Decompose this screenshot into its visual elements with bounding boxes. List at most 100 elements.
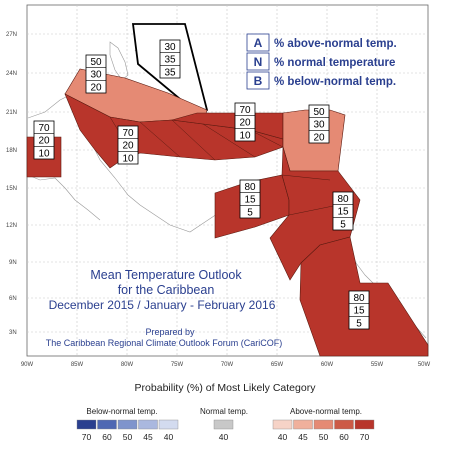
legend-swatch-value: 40 [278,432,288,442]
key-letter: B [254,74,263,88]
prob-normal: 20 [122,141,134,152]
legend-swatch [354,419,375,430]
legend-group-above-label: Above-normal temp. [290,407,362,416]
prob-above: 70 [239,105,251,116]
prob-above: 80 [244,182,256,193]
prob-box-leewards: 50 30 20 [308,104,330,144]
prob-normal: 20 [239,118,251,129]
prob-box-central: 70 20 10 [117,125,139,165]
legend-swatch-value: 45 [143,432,153,442]
key-text: % above-normal temp. [274,38,397,50]
legend-swatch-value: 45 [298,432,308,442]
legend-group-normal-label: Normal temp. [200,407,248,416]
prob-above: 50 [90,57,102,68]
lat-label-3: 3N [9,330,17,336]
prob-normal: 15 [353,306,365,317]
legend-title: Probability (%) of Most Likely Category [135,382,317,394]
prob-below: 5 [247,207,253,218]
legend-swatch [76,419,97,430]
key-row-above: A % above-normal temp. [246,33,397,52]
florida-coast [109,41,129,81]
lat-label-6: 6N [9,296,17,302]
prob-box-hispaniola-pr: 70 20 10 [234,102,256,142]
prob-box-belize: 70 20 10 [33,120,55,160]
prob-normal: 30 [313,120,325,131]
key-row-normal: N % normal temperature [246,52,395,71]
lon-label-50: 50W [418,362,431,368]
prob-below: 35 [164,67,176,78]
legend-swatch-value: 40 [219,432,229,442]
lat-axis-labels: 27N 24N 21N 18N 15N 12N 9N 6N 3N [6,32,17,336]
prob-normal: 35 [164,55,176,66]
legend-swatches-normal: 40 [213,419,234,442]
central-america-coast [27,174,101,221]
legend-swatches-below: 70 60 50 45 40 [76,419,179,442]
legend-swatch [334,419,354,430]
prob-above: 80 [337,194,349,205]
lat-label-18: 18N [6,148,17,154]
prob-below: 20 [313,132,325,143]
prob-below: 10 [122,153,134,164]
lat-label-9: 9N [9,260,17,266]
legend-swatch [213,419,234,430]
legend-swatch [97,419,117,430]
legend-swatch [158,419,179,430]
legend-swatch-value: 50 [319,432,329,442]
prob-above: 70 [38,123,50,134]
credit-line-1: Prepared by [145,327,195,337]
key-letter: N [254,55,263,69]
lon-axis-labels: 90W 85W 80W 75W 70W 65W 60W 55W 50W [21,362,431,368]
credit-line-2: The Caribbean Regional Climate Outlook F… [46,338,283,348]
title-line-3: December 2015 / January - February 2016 [49,298,276,312]
prob-box-sw-caribbean: 80 15 5 [239,179,261,219]
legend-swatch [117,419,138,430]
title-line-1: Mean Temperature Outlook [90,268,242,282]
map-title: Mean Temperature Outlook for the Caribbe… [46,268,283,348]
lat-label-24: 24N [6,71,17,77]
lon-label-65: 65W [271,362,284,368]
prob-below: 20 [90,82,102,93]
region-subdivision-lines-east [281,174,339,216]
lat-label-15: 15N [6,186,17,192]
prob-above: 70 [122,128,134,139]
category-key: A % above-normal temp. N % normal temper… [246,33,397,90]
title-line-2: for the Caribbean [118,283,215,297]
legend-swatch [272,419,293,430]
legend-swatches-above: 40 45 50 60 70 [272,419,375,442]
prob-normal: 15 [337,207,349,218]
legend-swatch [313,419,334,430]
prob-box-windwards: 80 15 5 [332,191,354,231]
prob-below: 5 [356,318,362,329]
lon-label-85: 85W [71,362,84,368]
lon-label-60: 60W [321,362,334,368]
legend-swatch-value: 40 [164,432,174,442]
legend-swatch [293,419,313,430]
lon-label-80: 80W [121,362,134,368]
key-text: % below-normal temp. [274,76,396,88]
legend-swatch [138,419,158,430]
legend-swatch-value: 60 [102,432,112,442]
prob-normal: 20 [38,136,50,147]
prob-below: 5 [340,219,346,230]
prob-box-guianas: 80 15 5 [348,290,370,330]
lat-label-12: 12N [6,223,17,229]
prob-below: 10 [239,130,251,141]
lon-label-75: 75W [171,362,184,368]
probability-legend: Probability (%) of Most Likely Category … [76,382,375,442]
prob-box-bahamas: 30 35 35 [159,39,181,79]
prob-below: 10 [38,148,50,159]
legend-group-below-label: Below-normal temp. [86,407,157,416]
legend-swatch-value: 50 [123,432,133,442]
legend-swatch-value: 60 [339,432,349,442]
lat-label-21: 21N [6,110,17,116]
prob-above: 80 [353,293,365,304]
lon-label-70: 70W [221,362,234,368]
probability-boxes: 30 35 35 50 30 20 70 20 10 70 20 10 [33,39,370,330]
lon-label-90: 90W [21,362,34,368]
legend-swatch-value: 70 [360,432,370,442]
legend-swatch-value: 70 [82,432,92,442]
lat-label-27: 27N [6,32,17,38]
key-letter: A [254,36,263,50]
